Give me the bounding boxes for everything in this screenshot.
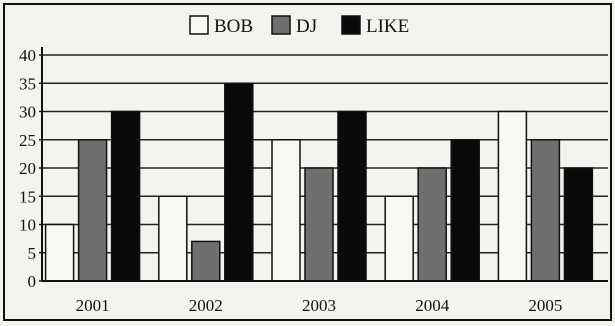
legend-swatch-dj [271,15,291,35]
y-tick-label-30: 30 [19,103,36,122]
bar-bob-2001 [44,223,75,282]
bar-dj-2003 [304,167,334,282]
y-tick-label-35: 35 [19,74,36,93]
y-tick-label-5: 5 [28,244,37,263]
legend-label-like: LIKE [366,16,409,37]
y-tick-label-25: 25 [19,131,36,150]
bar-like-2004 [450,139,480,282]
bar-dj-2005 [530,139,561,282]
x-tick-label-2003: 2003 [302,296,336,315]
x-tick-label-2002: 2002 [189,296,223,315]
y-tick-label-0: 0 [28,272,37,291]
bar-bob-2004 [384,195,414,282]
bars-layer [44,82,594,282]
y-tick-label-40: 40 [19,46,36,65]
bar-like-2005 [563,167,594,282]
x-tick-label-2004: 2004 [415,296,450,315]
x-tick-label-2001: 2001 [76,296,110,315]
legend-label-bob: BOB [214,16,253,37]
bar-bob-2003 [271,139,301,282]
legend-label-dj: DJ [296,16,317,37]
bar-like-2002 [224,82,254,282]
legend-swatch-bob [189,15,209,35]
y-tick-label-15: 15 [19,187,36,206]
bar-dj-2004 [417,167,447,282]
axis-layer: 0 5 10 15 20 25 30 35 40 2001 2002 2003 2004 2005 [19,46,608,315]
bar-like-2003 [337,110,367,282]
x-tick-label-2005: 2005 [528,296,562,315]
y-tick-label-20: 20 [19,159,36,178]
bar-bob-2002 [158,195,188,282]
legend-swatch-like [341,15,361,35]
bar-dj-2001 [77,139,108,282]
bar-like-2001 [110,110,141,282]
bar-bob-2005 [497,110,528,282]
legend: BOB DJ LIKE [189,15,409,37]
y-tick-label-10: 10 [19,216,36,235]
bar-dj-2002 [191,240,221,282]
